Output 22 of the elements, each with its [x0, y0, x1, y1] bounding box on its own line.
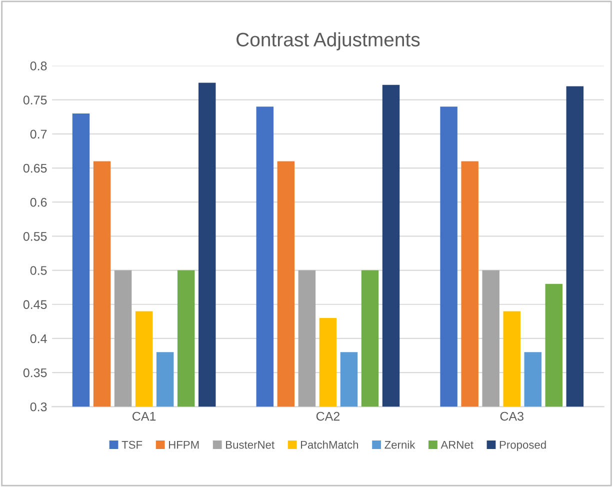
y-tick-label: 0.6 — [30, 198, 47, 207]
legend-label: Proposed — [500, 440, 546, 451]
y-tick-label: 0.75 — [23, 96, 47, 104]
y-tick-label: 0.3 — [30, 402, 47, 412]
y-tick-label: 0.4 — [30, 334, 47, 344]
y-tick-label: 0.7 — [30, 130, 47, 139]
legend-label: BusterNet — [226, 440, 274, 449]
y-tick-label: 0.55 — [23, 232, 47, 241]
y-tick-label: 0.8 — [30, 62, 47, 70]
legend-label: PatchMatch — [301, 440, 358, 449]
y-tick-label: 0.65 — [23, 164, 47, 173]
x-tick-label: CA1 — [132, 412, 156, 421]
legend-label: HFPM — [169, 440, 199, 449]
y-tick-label: 0.45 — [23, 300, 47, 310]
y-tick-label: 0.5 — [30, 266, 47, 275]
y-tick-label: 0.35 — [23, 368, 47, 378]
legend-label: ARNet — [440, 440, 474, 449]
legend-label: TSF — [122, 440, 142, 449]
x-tick-label: CA2 — [316, 412, 340, 421]
chart-title: Contrast Adjustments — [236, 32, 420, 50]
x-tick-label: CA3 — [500, 412, 524, 421]
legend-label: Zernik — [384, 440, 416, 449]
